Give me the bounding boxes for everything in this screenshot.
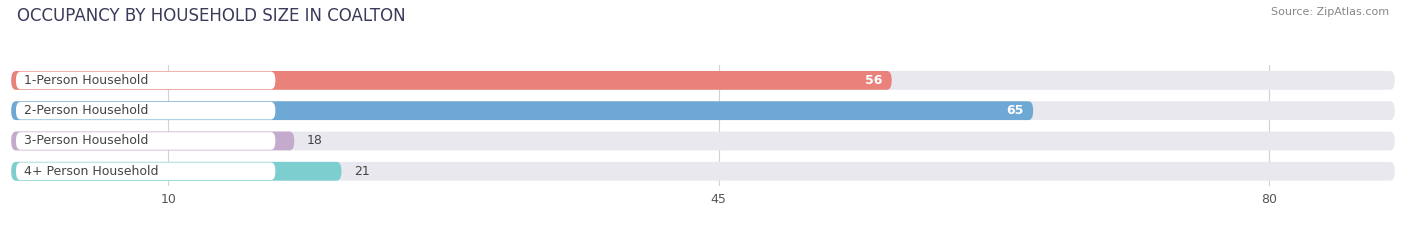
FancyBboxPatch shape (11, 71, 891, 90)
Text: 21: 21 (354, 165, 370, 178)
Text: 65: 65 (1007, 104, 1024, 117)
Text: 2-Person Household: 2-Person Household (24, 104, 148, 117)
Text: 1-Person Household: 1-Person Household (24, 74, 148, 87)
Text: Source: ZipAtlas.com: Source: ZipAtlas.com (1271, 7, 1389, 17)
FancyBboxPatch shape (11, 101, 1395, 120)
FancyBboxPatch shape (11, 101, 1033, 120)
Text: 18: 18 (307, 134, 323, 147)
FancyBboxPatch shape (15, 102, 276, 120)
FancyBboxPatch shape (15, 72, 276, 89)
FancyBboxPatch shape (15, 132, 276, 150)
FancyBboxPatch shape (11, 132, 294, 150)
FancyBboxPatch shape (11, 132, 1395, 150)
FancyBboxPatch shape (11, 162, 1395, 181)
Text: OCCUPANCY BY HOUSEHOLD SIZE IN COALTON: OCCUPANCY BY HOUSEHOLD SIZE IN COALTON (17, 7, 405, 25)
Text: 3-Person Household: 3-Person Household (24, 134, 148, 147)
FancyBboxPatch shape (11, 71, 1395, 90)
FancyBboxPatch shape (11, 162, 342, 181)
Text: 4+ Person Household: 4+ Person Household (24, 165, 159, 178)
Text: 56: 56 (865, 74, 882, 87)
FancyBboxPatch shape (15, 162, 276, 180)
